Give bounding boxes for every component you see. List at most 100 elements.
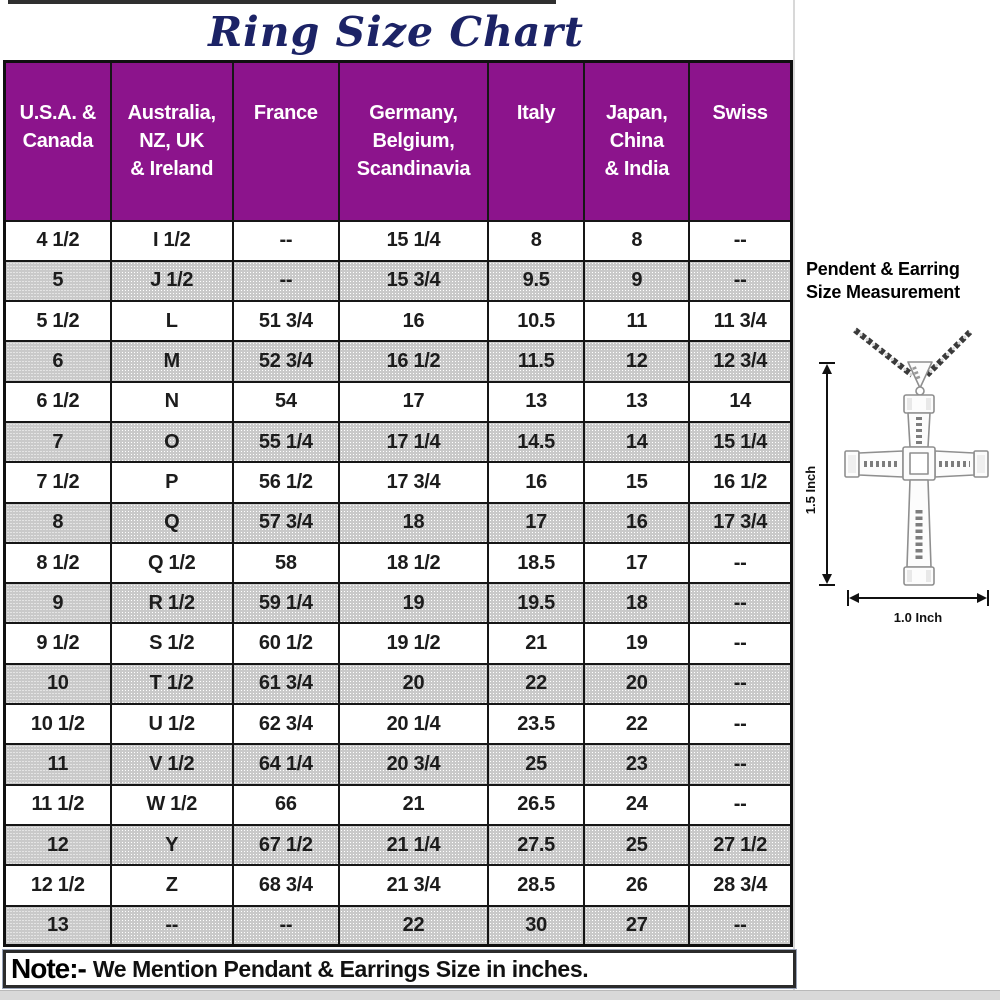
height-dimension-line bbox=[819, 362, 835, 586]
size-cell: 59 1/4 bbox=[231, 582, 340, 625]
size-cell: 54 bbox=[231, 380, 340, 423]
size-cell: 64 1/4 bbox=[231, 743, 340, 786]
size-cell: 26.5 bbox=[487, 783, 586, 826]
size-cell: 58 bbox=[231, 541, 340, 585]
size-cell: -- bbox=[688, 703, 793, 746]
size-cell: 15 1/4 bbox=[688, 420, 793, 464]
cross-pendant-icon bbox=[844, 361, 989, 586]
table-row: 12 1/2 Z 68 3/4 21 3/4 28.5 26 28 3/4 bbox=[3, 864, 793, 907]
size-cell: 8 bbox=[3, 501, 112, 544]
size-cell: 11 bbox=[3, 743, 112, 786]
size-cell: 16 1/2 bbox=[688, 461, 793, 504]
size-cell: 17 3/4 bbox=[337, 461, 490, 504]
size-cell: 62 3/4 bbox=[231, 703, 340, 746]
height-dimension-label: 1.5 Inch bbox=[803, 466, 818, 514]
size-cell: 9 1/2 bbox=[3, 622, 112, 665]
table-header-row: U.S.A. & Canada Australia, NZ, UK & Irel… bbox=[3, 60, 793, 222]
size-cell: 21 bbox=[337, 783, 490, 826]
size-cell: 19 bbox=[337, 582, 490, 625]
size-cell: 13 bbox=[487, 380, 586, 423]
size-cell: -- bbox=[688, 904, 793, 947]
width-dimension-line bbox=[847, 590, 989, 606]
pendant-illustration: 1.5 Inch 1.0 Inch bbox=[803, 327, 989, 625]
table-row: 10 1/2 U 1/2 62 3/4 20 1/4 23.5 22 -- bbox=[3, 703, 793, 746]
size-cell: 16 bbox=[487, 461, 586, 504]
size-cell: -- bbox=[109, 904, 234, 947]
size-cell: 56 1/2 bbox=[231, 461, 340, 504]
size-cell: 51 3/4 bbox=[231, 300, 340, 343]
size-cell: -- bbox=[688, 541, 793, 585]
size-cell: 26 bbox=[583, 864, 691, 907]
size-cell: 11.5 bbox=[487, 340, 586, 383]
size-cell: 19.5 bbox=[487, 582, 586, 625]
col-header-japan: Japan, China & India bbox=[583, 60, 691, 222]
table-row: 4 1/2 I 1/2 -- 15 1/4 8 8 -- bbox=[3, 219, 793, 262]
size-cell: 9 bbox=[583, 259, 691, 303]
size-cell: 18 bbox=[337, 501, 490, 544]
size-cell: 17 1/4 bbox=[337, 420, 490, 464]
size-cell: 15 bbox=[583, 461, 691, 504]
size-cell: 21 1/4 bbox=[337, 823, 490, 867]
size-cell: 25 bbox=[487, 743, 586, 786]
table-row: 11 1/2 W 1/2 66 21 26.5 24 -- bbox=[3, 783, 793, 826]
size-cell: 21 3/4 bbox=[337, 864, 490, 907]
size-cell: 23.5 bbox=[487, 703, 586, 746]
note-text: We Mention Pendant & Earrings Size in in… bbox=[92, 955, 589, 982]
measurement-panel-heading: Pendent & Earring Size Measurement bbox=[806, 259, 960, 302]
note-bar: Note:- We Mention Pendant & Earrings Siz… bbox=[2, 949, 797, 989]
size-cell: 14 bbox=[688, 380, 793, 423]
page-title: Ring Size Chart bbox=[208, 8, 584, 56]
size-cell: T 1/2 bbox=[109, 662, 234, 706]
size-cell: Q bbox=[109, 501, 234, 544]
size-cell: 8 bbox=[583, 219, 691, 262]
size-cell: -- bbox=[231, 219, 340, 262]
size-cell: 7 bbox=[3, 420, 112, 464]
table-row: 5 1/2 L 51 3/4 16 10.5 11 11 3/4 bbox=[3, 300, 793, 343]
size-cell: J 1/2 bbox=[109, 259, 234, 303]
col-header-usa-canada: U.S.A. & Canada bbox=[3, 60, 112, 222]
size-cell: 17 3/4 bbox=[688, 501, 793, 544]
note-label: Note:- bbox=[11, 953, 87, 984]
size-cell: 17 bbox=[337, 380, 490, 423]
size-cell: 21 bbox=[487, 622, 586, 665]
table-row: 6 1/2 N 54 17 13 13 14 bbox=[3, 380, 793, 423]
size-cell: 16 bbox=[337, 300, 490, 343]
size-cell: 14.5 bbox=[487, 420, 586, 464]
size-cell: I 1/2 bbox=[109, 219, 234, 262]
size-cell: -- bbox=[231, 259, 340, 303]
size-cell: -- bbox=[688, 622, 793, 665]
table-row: 6 M 52 3/4 16 1/2 11.5 12 12 3/4 bbox=[3, 340, 793, 383]
size-cell: 10 1/2 bbox=[3, 703, 112, 746]
size-cell: 9.5 bbox=[487, 259, 586, 303]
size-cell: W 1/2 bbox=[109, 783, 234, 826]
size-cell: 19 1/2 bbox=[337, 622, 490, 665]
size-cell: 16 bbox=[583, 501, 691, 544]
size-cell: -- bbox=[688, 662, 793, 706]
ring-size-table-body: 4 1/2 I 1/2 -- 15 1/4 8 8 -- 5 J 1/2 -- 15 3/4 9.5 9… bbox=[3, 219, 793, 947]
size-cell: 61 3/4 bbox=[231, 662, 340, 706]
size-cell: 17 bbox=[583, 541, 691, 585]
size-cell: 52 3/4 bbox=[231, 340, 340, 383]
bottom-edge-strip bbox=[0, 990, 1000, 1000]
table-row: 11 V 1/2 64 1/4 20 3/4 25 23 -- bbox=[3, 743, 793, 786]
size-cell: 12 1/2 bbox=[3, 864, 112, 907]
size-cell: 12 3/4 bbox=[688, 340, 793, 383]
size-cell: 20 bbox=[583, 662, 691, 706]
size-cell: 22 bbox=[487, 662, 586, 706]
size-cell: -- bbox=[231, 904, 340, 947]
col-header-france: France bbox=[231, 60, 340, 222]
size-cell: 67 1/2 bbox=[231, 823, 340, 867]
size-cell: 9 bbox=[3, 582, 112, 625]
size-cell: 27.5 bbox=[487, 823, 586, 867]
size-cell: 15 1/4 bbox=[337, 219, 490, 262]
col-header-swiss: Swiss bbox=[688, 60, 793, 222]
size-cell: 20 3/4 bbox=[337, 743, 490, 786]
size-cell: 20 1/4 bbox=[337, 703, 490, 746]
size-cell: 55 1/4 bbox=[231, 420, 340, 464]
table-row: 7 O 55 1/4 17 1/4 14.5 14 15 1/4 bbox=[3, 420, 793, 464]
size-cell: 10 bbox=[3, 662, 112, 706]
size-cell: -- bbox=[688, 582, 793, 625]
panel-divider-line bbox=[793, 0, 795, 990]
